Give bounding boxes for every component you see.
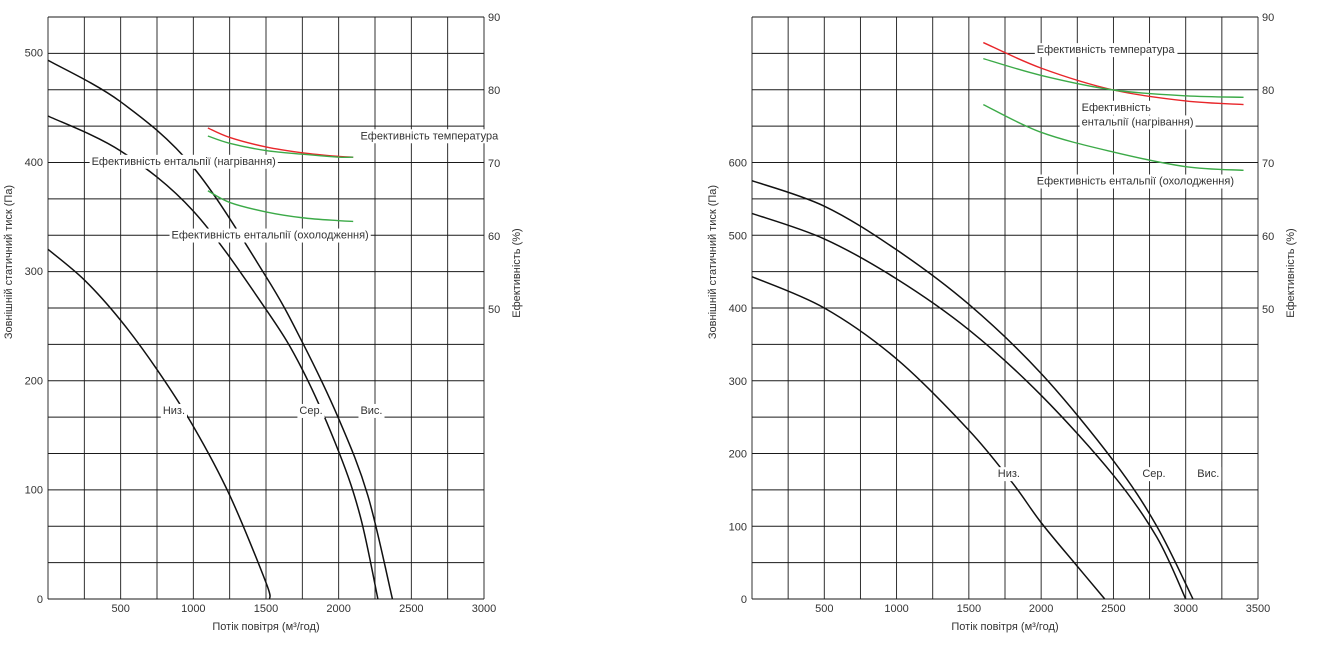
y-right-axis-title: Ефективність (%): [511, 228, 523, 317]
pressure-curve-low: [47, 248, 271, 600]
curve-label-background: [1079, 100, 1154, 115]
x-axis-title: Потік повітря (м³/год): [212, 621, 319, 633]
y-right-tick-label: 60: [1262, 231, 1274, 243]
pressure-curve-mid: [751, 212, 1187, 600]
curve-label-background: [358, 129, 502, 144]
efficiency-curve-enthalpy-cooling: [983, 103, 1244, 171]
y-right-tick-label: 50: [488, 304, 500, 316]
curve-label: Ефективність температура: [1037, 44, 1176, 56]
efficiency-curve-enthalpy-cooling: [207, 190, 354, 223]
x-tick-label: 2000: [326, 603, 350, 615]
y-left-tick-label: 600: [729, 158, 747, 170]
curve-label-background: [89, 154, 278, 169]
y-right-tick-label: 50: [1262, 304, 1274, 316]
x-tick-label: 3500: [1246, 603, 1270, 615]
y-right-tick-label: 70: [488, 158, 500, 170]
x-tick-label: 1500: [254, 603, 278, 615]
y-left-tick-label: 500: [25, 48, 43, 60]
pressure-curve-low: [751, 276, 1106, 600]
y-left-tick-label: 300: [25, 266, 43, 278]
chart-1: 500 1000 1500 2000 2500 3000 0 100 200 300 400 500 5…: [3, 12, 523, 633]
x-tick-label: 2500: [399, 603, 423, 615]
y-left-tick-label: 400: [25, 157, 43, 169]
curve-label: Ефективність: [1082, 102, 1152, 114]
y-left-axis-title: Зовнішній статичний тиск (Па): [707, 185, 719, 339]
curve-label-background: [1195, 467, 1222, 482]
curve-label-background: [169, 228, 371, 243]
curve-label: Низ.: [998, 468, 1020, 480]
grid: [751, 16, 1259, 600]
pressure-curve-high: [47, 59, 394, 600]
y-left-tick-label: 0: [741, 594, 747, 606]
curve-label: Вис.: [360, 405, 382, 417]
y-right-tick-label: 80: [1262, 85, 1274, 97]
y-left-tick-label: 100: [25, 485, 43, 497]
x-tick-label: 1000: [884, 603, 908, 615]
curve-label: ентальпії (нагрівання): [1082, 116, 1194, 128]
x-tick-label: 500: [111, 603, 129, 615]
pressure-curve-high: [751, 179, 1194, 600]
curve-label-background: [297, 403, 325, 418]
y-left-tick-label: 0: [37, 594, 43, 606]
y-right-tick-label: 70: [1262, 158, 1274, 170]
chart-2: 500 1000 1500 2000 2500 3000 3500 0 100 200 300 400…: [707, 12, 1297, 633]
curve-label: Сер.: [299, 405, 322, 417]
y-right-tick-label: 90: [1262, 12, 1274, 24]
curve-label: Ефективність ентальпії (охолодження): [172, 230, 369, 242]
x-tick-label: 2500: [1101, 603, 1125, 615]
x-axis-title: Потік повітря (м³/год): [951, 621, 1058, 633]
x-tick-label: 2000: [1029, 603, 1053, 615]
curve-label-background: [1034, 174, 1237, 189]
y-left-tick-label: 500: [729, 230, 747, 242]
x-tick-label: 3000: [472, 603, 496, 615]
y-left-tick-label: 100: [729, 521, 747, 533]
y-right-tick-label: 60: [488, 231, 500, 243]
x-tick-label: 1000: [181, 603, 205, 615]
curve-label-background: [1079, 115, 1196, 130]
efficiency-curve-enthalpy-heating: [983, 57, 1244, 98]
y-left-tick-label: 300: [729, 376, 747, 388]
curve-label: Ефективність ентальпії (охолодження): [1037, 176, 1234, 188]
y-left-tick-label: 200: [729, 449, 747, 461]
curve-label-background: [1034, 43, 1178, 58]
curve-label: Ефективність температура: [360, 130, 499, 142]
x-tick-label: 1500: [957, 603, 981, 615]
y-right-tick-label: 90: [488, 12, 500, 24]
curve-label: Низ.: [163, 405, 185, 417]
y-right-tick-label: 80: [488, 85, 500, 97]
curve-label-background: [995, 467, 1022, 482]
x-tick-label: 500: [815, 603, 833, 615]
y-left-axis-title: Зовнішній статичний тиск (Па): [3, 185, 15, 339]
y-left-tick-label: 200: [25, 375, 43, 387]
efficiency-curve-enthalpy-heating: [207, 135, 354, 159]
y-left-tick-label: 400: [729, 303, 747, 315]
curve-label-background: [160, 403, 188, 418]
curve-label: Сер.: [1142, 468, 1165, 480]
x-tick-label: 3000: [1173, 603, 1197, 615]
y-right-axis-title: Ефективність (%): [1285, 228, 1297, 317]
curve-label: Ефективність ентальпії (нагрівання): [92, 156, 276, 168]
grid: [47, 16, 485, 600]
curve-label-background: [1140, 467, 1168, 482]
curve-label: Вис.: [1197, 468, 1219, 480]
curve-label-background: [358, 403, 385, 418]
